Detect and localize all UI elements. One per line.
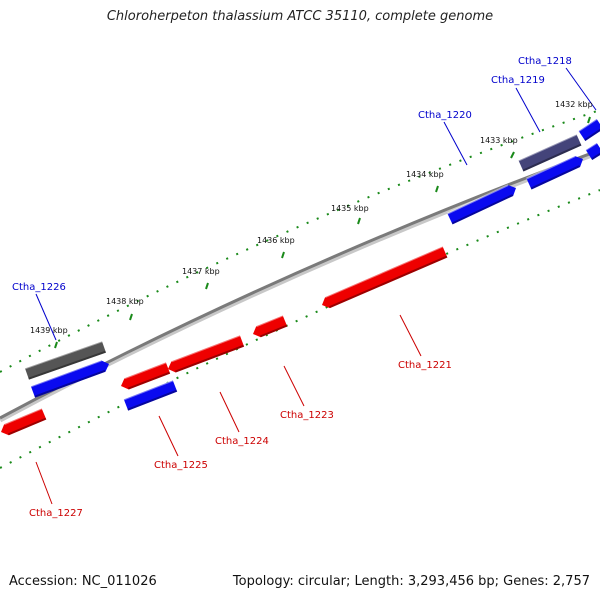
kbp-major-tick (435, 185, 439, 193)
feature-ctha-1221[interactable] (320, 245, 448, 310)
gene-label-ctha-1220[interactable]: Ctha_1220 (418, 110, 472, 121)
leader-line (35, 293, 57, 341)
kbp-label-1438: 1438 kbp (106, 297, 144, 306)
kbp-tick-labels: 1432 kbp 1433 kbp 1434 kbp 1435 kbp 1436 kbp… (30, 100, 593, 349)
leader-line (283, 365, 305, 407)
gene-label-ctha-1219[interactable]: Ctha_1219 (491, 75, 545, 86)
feature-ctha-1218[interactable] (578, 118, 600, 141)
topology-text: Topology: circular; Length: 3,293,456 bp… (232, 574, 590, 589)
kbp-major-tick (281, 251, 285, 259)
gene-label-ctha-1223[interactable]: Ctha_1223 (280, 410, 334, 421)
lower-scale-track (0, 189, 600, 469)
feature-ctha-1226-upper[interactable] (24, 340, 106, 380)
leader-line (35, 461, 53, 505)
leader-line (565, 67, 597, 111)
kbp-label-1437: 1437 kbp (182, 267, 220, 276)
gene-label-ctha-1226[interactable]: Ctha_1226 (12, 282, 66, 293)
upper-scale-track (0, 109, 600, 373)
leader-line (158, 415, 179, 457)
gene-label-ctha-1227[interactable]: Ctha_1227 (29, 508, 83, 519)
kbp-major-tick (205, 282, 209, 290)
kbp-label-1436: 1436 kbp (257, 236, 295, 245)
gene-label-ctha-1221[interactable]: Ctha_1221 (398, 360, 452, 371)
kbp-major-tick (510, 151, 515, 159)
feature-ctha-1225[interactable] (123, 379, 178, 411)
feature-ctha-1219[interactable] (526, 154, 585, 190)
gene-features (0, 118, 600, 437)
feature-ctha-1226[interactable] (30, 358, 111, 398)
leader-line (399, 314, 422, 357)
gene-label-ctha-1225[interactable]: Ctha_1225 (154, 460, 208, 471)
genome-title: Chloroherpeton thalassium ATCC 35110, co… (106, 9, 494, 24)
kbp-label-1434: 1434 kbp (406, 170, 444, 179)
kbp-major-tick (54, 341, 58, 349)
feature-ctha-1223[interactable] (251, 314, 288, 339)
kbp-label-1435: 1435 kbp (331, 204, 369, 213)
kbp-label-1433: 1433 kbp (480, 136, 518, 145)
leader-line (515, 87, 541, 133)
accession-text: Accession: NC_011026 (9, 574, 157, 589)
kbp-label-1439: 1439 kbp (30, 326, 68, 335)
gene-label-ctha-1224[interactable]: Ctha_1224 (215, 436, 269, 447)
kbp-major-tick (587, 116, 591, 124)
leader-line (443, 121, 468, 166)
gene-label-ctha-1218[interactable]: Ctha_1218 (518, 56, 572, 67)
feature-ctha-1224[interactable] (166, 334, 245, 374)
feature-ctha-1227[interactable] (0, 407, 47, 437)
kbp-major-tick (357, 217, 361, 225)
leader-line (219, 391, 240, 433)
kbp-major-tick (129, 313, 133, 321)
gene-labels: Ctha_1218 Ctha_1219 Ctha_1220 Ctha_1221 Ctha… (12, 56, 597, 519)
feature-ctha-1219-upper[interactable] (518, 133, 582, 172)
kbp-label-1432: 1432 kbp (555, 100, 593, 109)
feature-ctha-1220[interactable] (447, 183, 518, 225)
feature-ctha-1224-small[interactable] (119, 361, 171, 391)
feature-ctha-1218-lower[interactable] (585, 142, 600, 161)
